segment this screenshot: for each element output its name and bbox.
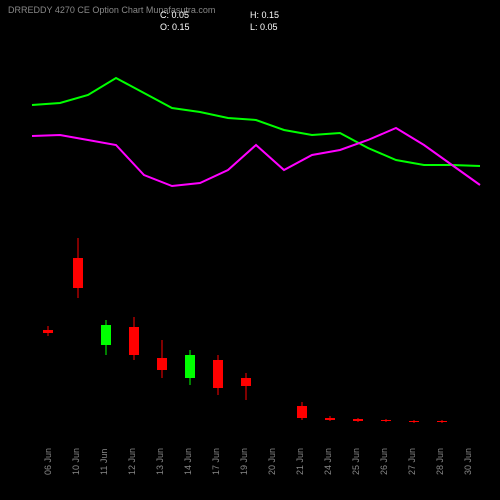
x-axis-label: 10 Jun [71,448,81,475]
x-axis-label: 21 Jun [295,448,305,475]
candle-body [381,420,391,421]
x-axis-label: 12 Jun [127,448,137,475]
chart-svg [0,0,500,500]
candle-body [409,421,419,422]
x-axis-label: 26 Jun [379,448,389,475]
x-axis-label: 13 Jun [155,448,165,475]
x-axis-label: 20 Jun [267,448,277,475]
candle-body [353,419,363,421]
candle-body [129,327,139,355]
candle-body [101,325,111,345]
candle-body [43,330,53,333]
candle-body [185,355,195,378]
candle-body [157,358,167,370]
x-axis-label: 28 Jun [435,448,445,475]
chart-container: DRREDDY 4270 CE Option Chart Munafasutra… [0,0,500,500]
x-axis-label: 30 Jun [463,448,473,475]
candle-body [213,360,223,388]
x-axis-label: 27 Jun [407,448,417,475]
x-axis-label: 14 Jun [183,448,193,475]
candle-body [241,378,251,386]
candle-body [297,406,307,418]
x-axis-label: 06 Jun [43,448,53,475]
indicator-lines [32,78,480,186]
x-axis-label: 19 Jun [239,448,249,475]
green-indicator-line [32,78,480,166]
x-axis-label: 11 Jun [99,449,109,475]
candle-body [325,418,335,420]
candle-body [437,421,447,422]
x-axis-label: 17 Jun [211,448,221,475]
magenta-indicator-line [32,128,480,186]
candlesticks [43,238,447,423]
candle-body [73,258,83,288]
x-axis-label: 24 Jun [323,448,333,475]
x-axis-label: 25 Jun [351,448,361,475]
